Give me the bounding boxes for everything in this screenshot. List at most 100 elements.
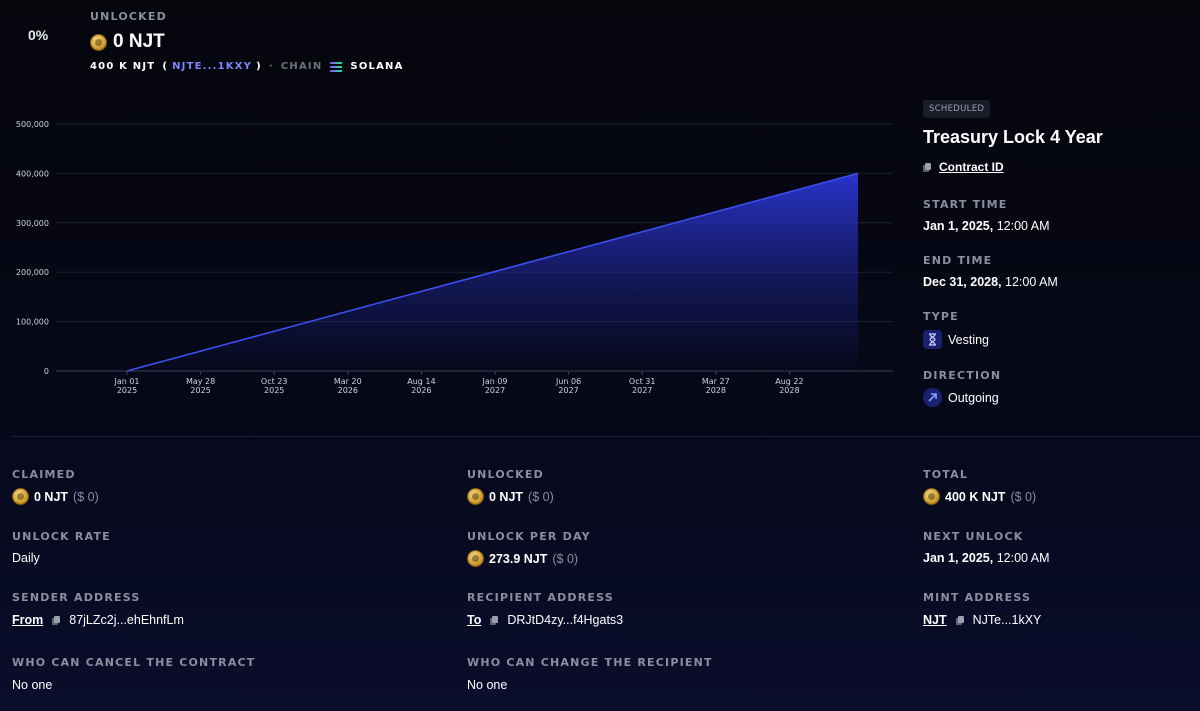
x-tick-label: Mar 27 bbox=[702, 377, 730, 386]
recipient-address-label: RECIPIENT ADDRESS bbox=[467, 591, 614, 604]
claimed-usd: ($ 0) bbox=[73, 489, 99, 504]
total-amount: 400 K NJT bbox=[945, 489, 1006, 504]
unlock-percent: 0% bbox=[28, 27, 49, 43]
x-tick-label: Oct 31 bbox=[629, 377, 656, 386]
unlocked-label: UNLOCKED bbox=[467, 468, 544, 481]
end-time-value: Dec 31, 2028, 12:00 AM bbox=[923, 275, 1058, 289]
y-tick-label: 100,000 bbox=[16, 318, 49, 327]
recipient-address-value: DRJtD4zy...f4Hgats3 bbox=[507, 613, 624, 627]
mint-address-label: MINT ADDRESS bbox=[923, 591, 1032, 604]
status-badge: SCHEDULED bbox=[923, 100, 991, 118]
per-day-usd: ($ 0) bbox=[552, 551, 579, 566]
mint-address-value: NJTe...1kXY bbox=[972, 613, 1042, 627]
header-separator: · bbox=[268, 61, 274, 72]
per-day-amount: 273.9 NJT bbox=[489, 551, 548, 566]
next-unlock-label: NEXT UNLOCK bbox=[923, 530, 1024, 543]
x-tick-label: Jan 01 bbox=[113, 377, 139, 386]
copy-icon[interactable] bbox=[52, 615, 61, 625]
header-chain-name: SOLANA bbox=[350, 61, 404, 72]
hourglass-icon bbox=[923, 330, 942, 349]
total-value: 400 K NJT ($ 0) bbox=[923, 488, 1036, 505]
x-tick-year-label: 2025 bbox=[117, 386, 137, 395]
njt-token-icon bbox=[923, 488, 940, 505]
claimed-value: 0 NJT ($ 0) bbox=[12, 488, 99, 505]
header-total-short: 400 K NJT bbox=[90, 61, 156, 72]
total-label: TOTAL bbox=[923, 468, 969, 481]
start-date: Jan 1, 2025, bbox=[923, 219, 994, 233]
next-unlock-value: Jan 1, 2025, 12:00 AM bbox=[923, 551, 1050, 565]
direction-value: Outgoing bbox=[948, 390, 999, 405]
mint-njt-link[interactable]: NJT bbox=[923, 613, 947, 627]
recipient-address-row: To DRJtD4zy...f4Hgats3 bbox=[467, 613, 623, 627]
header-meta-row: 400 K NJT ( NJTE...1KXY ) · CHAIN SOLANA bbox=[90, 61, 404, 72]
end-date: Dec 31, 2028, bbox=[923, 275, 1002, 289]
x-tick-year-label: 2025 bbox=[190, 386, 210, 395]
njt-token-icon bbox=[90, 33, 107, 51]
sender-address-label: SENDER ADDRESS bbox=[12, 591, 141, 604]
contract-title: Treasury Lock 4 Year bbox=[923, 127, 1103, 147]
njt-token-icon bbox=[12, 488, 29, 505]
arrow-up-right-icon bbox=[923, 388, 942, 407]
contract-id-link[interactable]: Contract ID bbox=[939, 160, 1004, 174]
cancel-permission-value: No one bbox=[12, 678, 53, 692]
x-tick-label: Oct 23 bbox=[261, 377, 288, 386]
x-tick-year-label: 2027 bbox=[558, 386, 578, 395]
x-tick-year-label: 2026 bbox=[338, 386, 358, 395]
mint-address-row: NJT NJTe...1kXY bbox=[923, 613, 1041, 627]
cancel-permission-label: WHO CAN CANCEL THE CONTRACT bbox=[12, 656, 256, 669]
y-tick-label: 400,000 bbox=[16, 169, 49, 178]
copy-icon[interactable] bbox=[490, 615, 499, 625]
direction-value-row: Outgoing bbox=[923, 388, 999, 407]
unlock-per-day-label: UNLOCK PER DAY bbox=[467, 530, 591, 543]
x-tick-label: Mar 20 bbox=[334, 377, 362, 386]
paren-open: ( bbox=[162, 61, 169, 72]
change-recipient-label: WHO CAN CHANGE THE RECIPIENT bbox=[467, 656, 713, 669]
x-tick-label: Aug 22 bbox=[775, 377, 803, 386]
sender-address-value: 87jLZc2j...ehEhnfLm bbox=[69, 613, 184, 627]
header-unlocked-amount: 0 NJT bbox=[113, 31, 165, 52]
claimed-amount: 0 NJT bbox=[34, 489, 69, 504]
unlocked-amount: 0 NJT bbox=[489, 489, 524, 504]
y-tick-label: 200,000 bbox=[16, 268, 49, 277]
sender-address-row: From 87jLZc2j...ehEhnfLm bbox=[12, 613, 184, 627]
unlock-rate-label: UNLOCK RATE bbox=[12, 530, 111, 543]
y-tick-label: 300,000 bbox=[16, 219, 49, 228]
recipient-to-link[interactable]: To bbox=[467, 613, 482, 627]
unlocked-value: 0 NJT ($ 0) bbox=[467, 488, 554, 505]
copy-icon[interactable] bbox=[955, 615, 964, 625]
x-tick-year-label: 2025 bbox=[264, 386, 284, 395]
header-chain-label: CHAIN bbox=[280, 61, 323, 72]
x-tick-label: May 28 bbox=[186, 377, 215, 386]
header-mint-link[interactable]: NJTE...1KXY bbox=[172, 61, 253, 72]
sender-from-link[interactable]: From bbox=[12, 613, 44, 627]
x-tick-year-label: 2027 bbox=[632, 386, 652, 395]
x-tick-label: Jun 06 bbox=[555, 377, 581, 386]
njt-token-icon bbox=[467, 488, 484, 505]
header-unlocked-label: UNLOCKED bbox=[90, 10, 167, 23]
start-clock: 12:00 AM bbox=[996, 219, 1050, 233]
start-time-value: Jan 1, 2025, 12:00 AM bbox=[923, 219, 1050, 233]
x-tick-year-label: 2028 bbox=[779, 386, 799, 395]
copy-icon bbox=[923, 162, 931, 172]
claimed-label: CLAIMED bbox=[12, 468, 76, 481]
x-tick-label: Aug 14 bbox=[407, 377, 435, 386]
y-tick-label: 0 bbox=[44, 367, 49, 376]
change-recipient-value: No one bbox=[467, 678, 508, 692]
start-time-label: START TIME bbox=[923, 198, 1008, 211]
contract-id-row[interactable]: Contract ID bbox=[923, 160, 1004, 174]
vesting-line bbox=[126, 172, 859, 372]
x-tick-year-label: 2028 bbox=[706, 386, 726, 395]
total-usd: ($ 0) bbox=[1010, 489, 1037, 504]
x-tick-label: Jan 09 bbox=[481, 377, 507, 386]
end-clock: 12:00 AM bbox=[1005, 275, 1058, 289]
njt-token-icon bbox=[467, 550, 484, 567]
direction-label: DIRECTION bbox=[923, 369, 1002, 382]
x-tick-year-label: 2027 bbox=[485, 386, 505, 395]
next-unlock-date: Jan 1, 2025, bbox=[923, 551, 994, 565]
section-divider bbox=[12, 436, 1200, 437]
end-time-label: END TIME bbox=[923, 254, 993, 267]
y-tick-label: 500,000 bbox=[16, 120, 49, 129]
type-value: Vesting bbox=[948, 332, 990, 347]
type-value-row: Vesting bbox=[923, 330, 989, 349]
unlock-per-day-value: 273.9 NJT ($ 0) bbox=[467, 550, 578, 567]
